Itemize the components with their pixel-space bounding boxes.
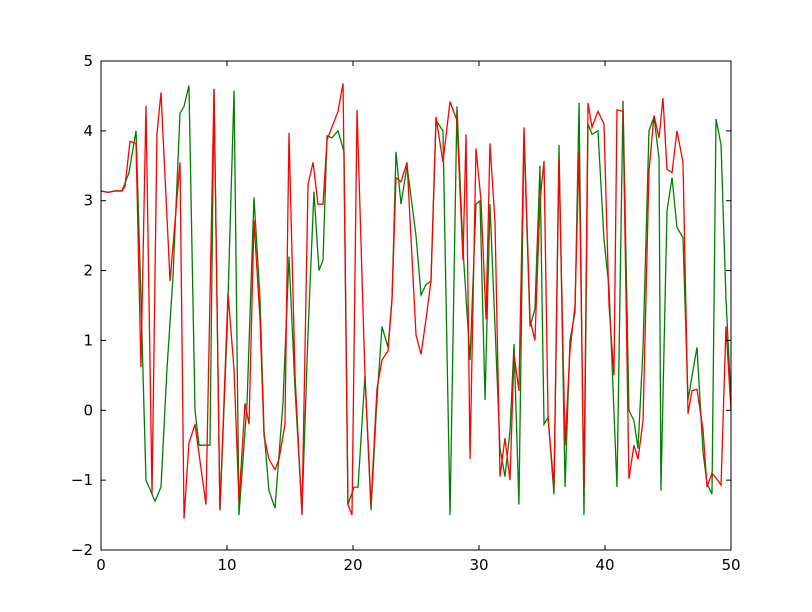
x-tick-label: 0 — [96, 556, 106, 574]
x-tick-label: 30 — [469, 556, 488, 574]
y-tick-label: 0 — [83, 401, 93, 419]
y-tick-label: −1 — [71, 471, 93, 489]
y-tick-label: 2 — [83, 262, 93, 280]
y-tick-label: −2 — [71, 541, 93, 559]
x-tick-label: 20 — [343, 556, 362, 574]
x-tick-label: 10 — [217, 556, 236, 574]
y-tick-label: 3 — [83, 192, 93, 210]
y-tick-label: 5 — [83, 52, 93, 70]
y-tick-label: 1 — [83, 331, 93, 349]
data-line — [100, 83, 732, 519]
x-tick-label: 50 — [721, 556, 740, 574]
y-tick-label: 4 — [83, 122, 93, 140]
x-tick-label: 40 — [595, 556, 614, 574]
plot-frame — [100, 60, 732, 551]
